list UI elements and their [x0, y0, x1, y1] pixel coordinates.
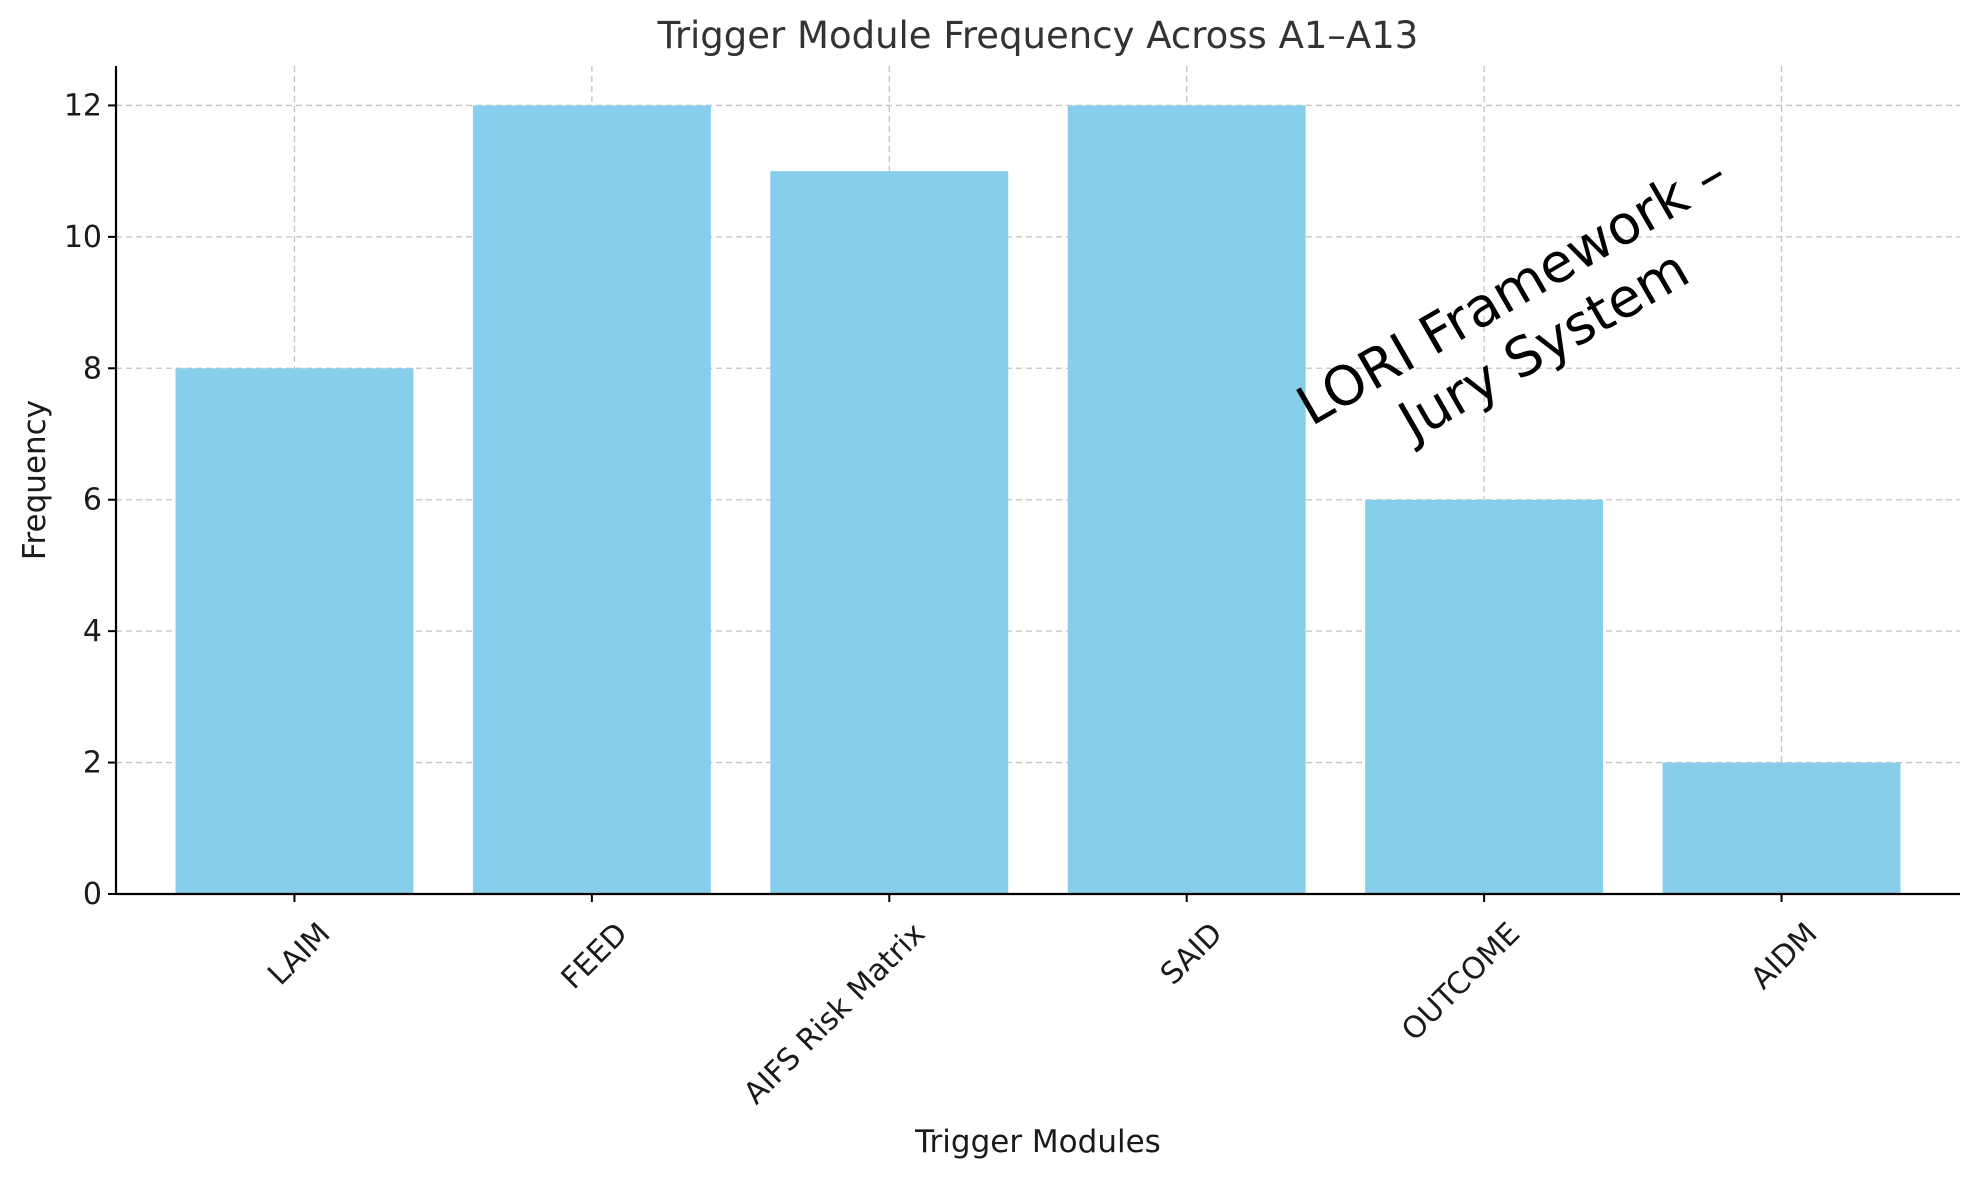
x-tick-label: AIDM: [1744, 916, 1824, 996]
y-tick-label: 2: [83, 746, 102, 781]
x-tick-label: AIFS Risk Matrix: [737, 916, 932, 1111]
bar-feed: [472, 105, 711, 894]
y-tick-label: 6: [83, 483, 102, 518]
bar-said: [1067, 105, 1306, 894]
y-tick-label: 12: [64, 88, 102, 123]
chart-title: Trigger Module Frequency Across A1–A13: [657, 14, 1419, 57]
x-tick-label: OUTCOME: [1395, 916, 1527, 1048]
bar-aifs-risk-matrix: [770, 171, 1009, 895]
y-tick-label: 10: [64, 220, 102, 255]
bar-outcome: [1365, 499, 1604, 894]
bar-aidm: [1662, 762, 1901, 894]
axes: [114, 66, 1960, 896]
x-ticks: LAIM FEED AIFS Risk Matrix SAID OUTCOME AIDM: [261, 894, 1824, 1111]
x-tick-label: LAIM: [261, 916, 337, 992]
y-tick-label: 0: [83, 877, 102, 912]
y-tick-label: 4: [83, 614, 102, 649]
x-axis-title: Trigger Modules: [914, 1124, 1161, 1160]
x-tick-label: FEED: [555, 916, 635, 996]
y-tick-label: 8: [83, 351, 102, 386]
bar-laim: [175, 368, 414, 894]
watermark-annotation: LORI Framework – Jury System: [1286, 141, 1737, 454]
bars: [175, 105, 1901, 895]
x-tick-label: SAID: [1154, 916, 1230, 992]
y-ticks: 0 2 4 6 8 10 12: [64, 88, 116, 912]
y-axis-title: Frequency: [17, 400, 53, 560]
